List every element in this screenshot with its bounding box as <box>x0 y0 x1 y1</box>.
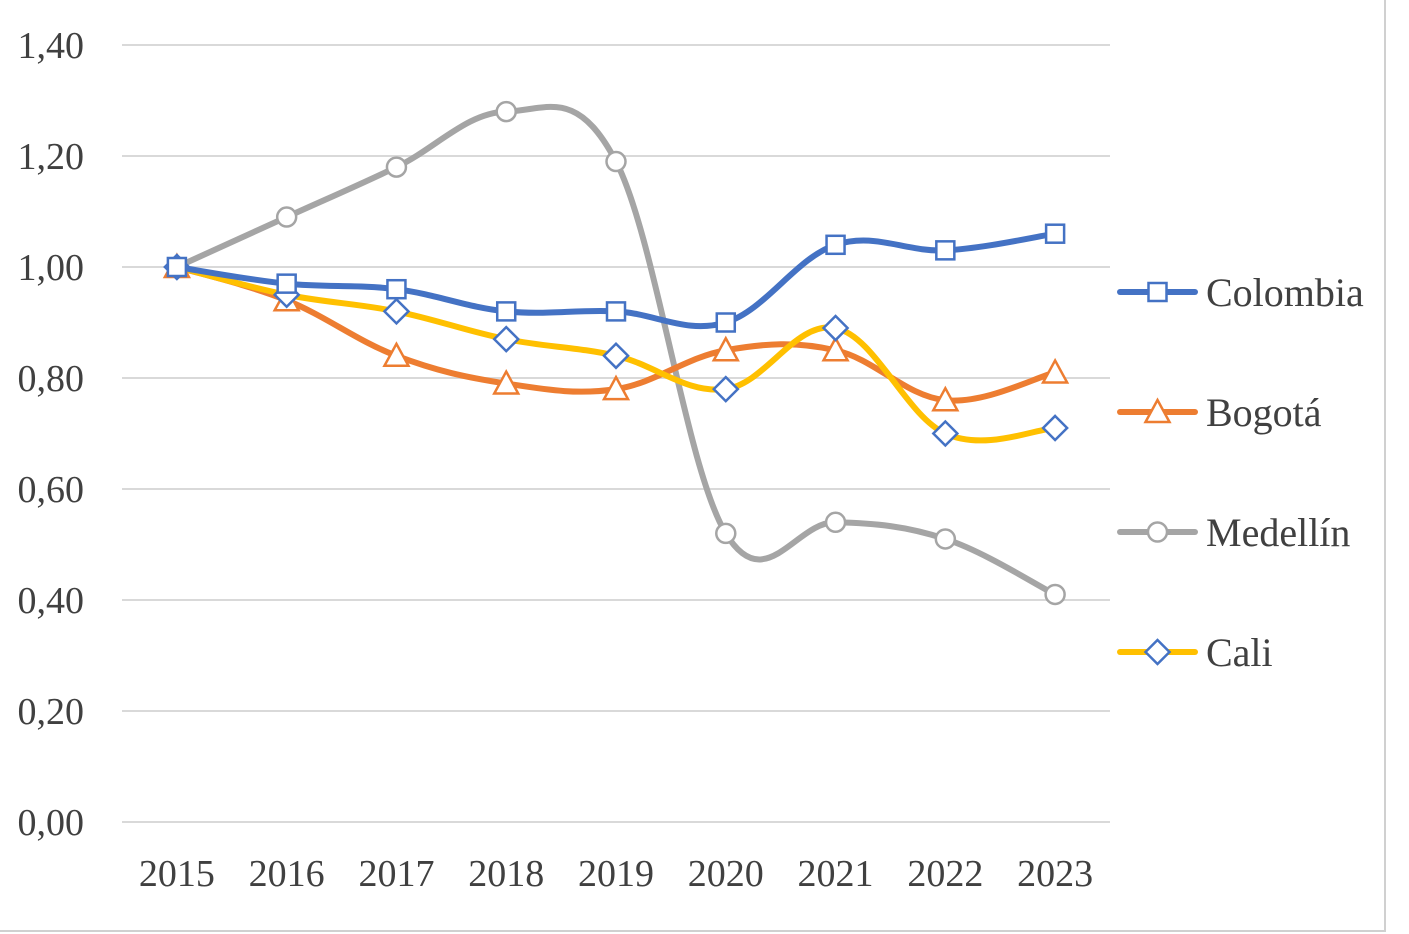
marker-cali <box>931 419 960 448</box>
marker-bogota <box>382 341 411 368</box>
legend: Colombia Bogotá Medellín Cali <box>1117 270 1364 675</box>
marker-colombia <box>605 301 627 322</box>
marker-colombia <box>386 278 407 300</box>
series-line-cali <box>173 264 1059 444</box>
marker-colombia <box>825 234 846 256</box>
marker-colombia <box>276 273 297 294</box>
legend-marker-icon <box>1143 638 1172 666</box>
marker-medellin <box>495 100 517 123</box>
y-tick-label: 1,00 <box>18 247 85 289</box>
marker-cali <box>492 325 520 353</box>
marker-cali <box>602 342 630 370</box>
x-tick-label: 2016 <box>249 853 325 895</box>
legend-label: Bogotá <box>1206 390 1322 435</box>
y-tick-label: 0,60 <box>18 469 85 511</box>
legend-marker-icon <box>1146 521 1169 543</box>
y-tick-label: 0,40 <box>18 580 85 622</box>
marker-bogota <box>821 335 850 362</box>
legend-label: Cali <box>1206 630 1273 675</box>
y-tick-label: 0,20 <box>18 691 85 733</box>
marker-medellin <box>275 206 298 228</box>
y-tick-label: 0,00 <box>18 802 85 844</box>
x-tick-label: 2018 <box>468 853 544 895</box>
marker-bogota <box>492 368 521 395</box>
y-tick-label: 0,80 <box>18 358 85 400</box>
y-tick-label: 1,40 <box>18 25 85 67</box>
marker-colombia <box>495 301 517 322</box>
marker-medellin <box>715 522 737 545</box>
series-markers <box>162 100 1070 606</box>
legend-marker-icon <box>1147 281 1168 303</box>
marker-cali <box>1041 414 1069 442</box>
marker-cali <box>712 375 740 403</box>
series-line-medellin <box>173 103 1059 598</box>
legend-marker-icon <box>1143 397 1172 424</box>
marker-cali <box>821 314 850 342</box>
marker-cali <box>382 297 411 326</box>
marker-colombia <box>715 312 737 333</box>
x-axis-tick-labels: 2015 2016 2017 2018 2019 2020 2021 2022 2023 <box>139 853 1093 895</box>
legend-item-medellin: Medellín <box>1117 510 1350 555</box>
legend-item-colombia: Colombia <box>1117 270 1364 315</box>
marker-colombia <box>935 240 956 261</box>
y-axis-tick-labels: 0,00 0,20 0,40 0,60 0,80 1,00 1,20 1,40 <box>18 25 85 844</box>
marker-bogota <box>931 385 960 412</box>
x-tick-label: 2019 <box>578 853 654 895</box>
marker-bogota <box>711 335 740 362</box>
marker-medellin <box>1044 583 1066 606</box>
x-tick-label: 2017 <box>358 853 434 895</box>
marker-medellin <box>934 528 957 550</box>
marker-medellin <box>605 150 627 173</box>
marker-medellin <box>824 511 847 534</box>
marker-medellin <box>385 156 408 178</box>
legend-label: Medellín <box>1206 510 1350 555</box>
y-tick-label: 1,20 <box>18 136 85 178</box>
x-tick-label: 2015 <box>139 853 215 895</box>
x-tick-label: 2021 <box>798 853 874 895</box>
legend-label: Colombia <box>1206 270 1364 315</box>
legend-item-cali: Cali <box>1117 630 1273 675</box>
marker-colombia <box>1044 223 1066 244</box>
marker-colombia <box>166 256 188 278</box>
marker-bogota <box>1041 357 1070 384</box>
marker-bogota <box>601 374 631 401</box>
x-tick-label: 2023 <box>1017 853 1093 895</box>
legend-item-bogota: Bogotá <box>1117 390 1322 435</box>
x-tick-label: 2022 <box>907 853 983 895</box>
x-tick-label: 2020 <box>688 853 764 895</box>
